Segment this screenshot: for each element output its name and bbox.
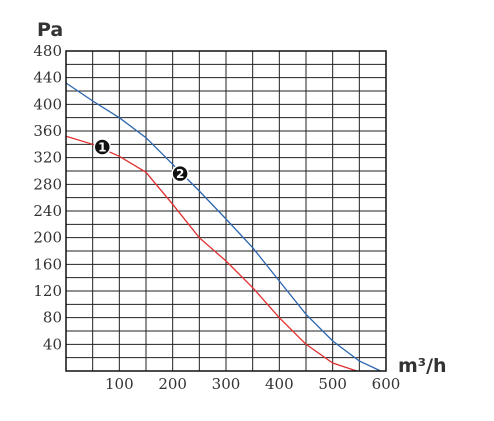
- curve-marker-label: 1: [98, 141, 106, 155]
- y-tick-label: 160: [33, 255, 62, 273]
- curve-marker-2: 2: [171, 164, 189, 183]
- curve-marker-circle: [93, 138, 112, 156]
- y-axis-label: Pa: [37, 19, 63, 41]
- series-line-1: [65, 135, 357, 372]
- y-tick-label: 440: [33, 69, 62, 87]
- y-tick-label: 280: [33, 175, 62, 193]
- y-tick-label: 480: [33, 42, 62, 60]
- y-tick-label: 240: [33, 202, 62, 220]
- x-tick-label: 600: [372, 375, 401, 393]
- curve-marker-1: 1: [93, 138, 112, 156]
- y-tick-label: 400: [33, 95, 62, 113]
- x-tick-label: 100: [105, 375, 134, 393]
- plot-frame: [65, 50, 387, 372]
- series-lines: [65, 82, 381, 372]
- x-tick-label: 300: [212, 375, 241, 393]
- grid: [66, 51, 386, 371]
- x-tick-label: 400: [265, 375, 294, 393]
- tick-labels: 40 80 120 160 200 240 280 320 360 400 440 480 100 200…: [33, 42, 400, 393]
- y-tick-label: 360: [33, 122, 62, 140]
- y-tick-label: 40: [43, 335, 62, 353]
- y-tick-label: 200: [33, 229, 62, 247]
- series-line-2: [65, 82, 381, 372]
- y-tick-label: 80: [43, 309, 62, 327]
- y-tick-label: 320: [33, 149, 62, 167]
- x-tick-label: 500: [318, 375, 347, 393]
- x-tick-label: 200: [158, 375, 187, 393]
- curve-marker-label: 2: [176, 167, 184, 181]
- curve-marker-circle: [171, 164, 189, 183]
- x-axis-label: m³/h: [398, 355, 447, 377]
- series-markers: 12: [93, 138, 189, 183]
- y-tick-label: 120: [33, 282, 62, 300]
